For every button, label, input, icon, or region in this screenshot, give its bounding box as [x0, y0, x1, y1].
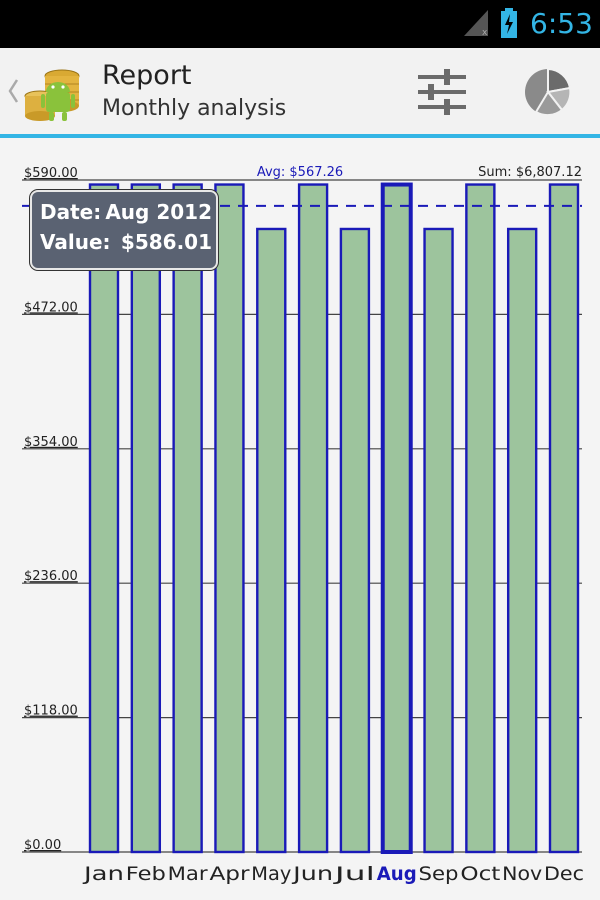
- tooltip-value-row: Value: $586.01: [40, 230, 212, 258]
- page-subtitle: Monthly analysis: [102, 96, 287, 121]
- bar-mar: [172, 183, 203, 854]
- bar-sep: [423, 227, 454, 854]
- y-tick-label: $590.00: [24, 166, 78, 181]
- x-tick-label: Dec: [544, 863, 584, 885]
- x-tick-label: Apr: [209, 863, 249, 885]
- bar-may: [256, 227, 287, 854]
- y-tick-label: $236.00: [24, 569, 78, 584]
- battery-charging-icon: [501, 8, 517, 38]
- signal-icon: x: [464, 10, 488, 38]
- tooltip-date-row: Date: Aug 2012: [40, 200, 212, 228]
- value-tooltip: Date: Aug 2012 Value: $586.01: [30, 190, 218, 270]
- app-coins-android-icon[interactable]: [22, 62, 86, 126]
- x-tick-label: Oct: [460, 863, 500, 885]
- tooltip-value-value: $586.01: [120, 230, 212, 254]
- x-tick-label: Jan: [83, 863, 124, 885]
- y-tick-label: $354.00: [24, 435, 78, 450]
- x-tick-label: Jul: [333, 863, 375, 885]
- y-tick-label: $118.00: [24, 704, 78, 719]
- tooltip-date-label: Date:: [40, 200, 102, 224]
- action-bar: Report Monthly analysis: [0, 48, 600, 138]
- bar-jan: [88, 183, 120, 854]
- x-tick-label: Aug: [377, 863, 417, 885]
- x-tick-label: Nov: [502, 863, 542, 885]
- bar-nov: [506, 227, 538, 854]
- x-tick-label: Feb: [126, 863, 166, 885]
- page-title: Report: [102, 60, 192, 91]
- sum-label: Sum: $6,807.12: [478, 165, 582, 180]
- label-layer: $0.00 $118.00 $236.00 $354.00 $472.00 $590.00…: [24, 165, 584, 885]
- svg-text:x: x: [482, 28, 488, 38]
- y-tick-label: $472.00: [24, 300, 78, 315]
- chart-canvas: $0.00 $118.00 $236.00 $354.00 $472.00 $590.00…: [22, 165, 584, 885]
- status-bar: x 6:53: [0, 0, 600, 48]
- bar-jul: [339, 227, 371, 854]
- monthly-bar-chart: $0.00 $118.00 $236.00 $354.00 $472.00 $590.00…: [0, 138, 600, 900]
- up-caret-icon[interactable]: [6, 76, 20, 106]
- x-tick-label: Jun: [292, 863, 333, 885]
- bar-feb: [130, 183, 162, 854]
- tooltip-value-label: Value:: [40, 230, 111, 254]
- y-tick-label: $0.00: [24, 838, 61, 853]
- bar-aug: [380, 182, 413, 854]
- average-label: Avg: $567.26: [257, 165, 343, 180]
- clock: 6:53: [530, 7, 593, 40]
- bar-layer: [88, 182, 580, 854]
- bar-jun: [297, 183, 329, 854]
- x-tick-label: Mar: [168, 863, 208, 885]
- x-tick-label: May: [251, 863, 291, 885]
- bar-dec: [548, 183, 580, 854]
- x-tick-label: Sep: [419, 863, 459, 885]
- pie-chart-icon[interactable]: [522, 66, 574, 118]
- tooltip-date-value: Aug 2012: [105, 200, 212, 224]
- filter-sliders-icon[interactable]: [414, 66, 470, 118]
- bar-oct: [465, 183, 496, 854]
- bar-apr: [214, 183, 245, 854]
